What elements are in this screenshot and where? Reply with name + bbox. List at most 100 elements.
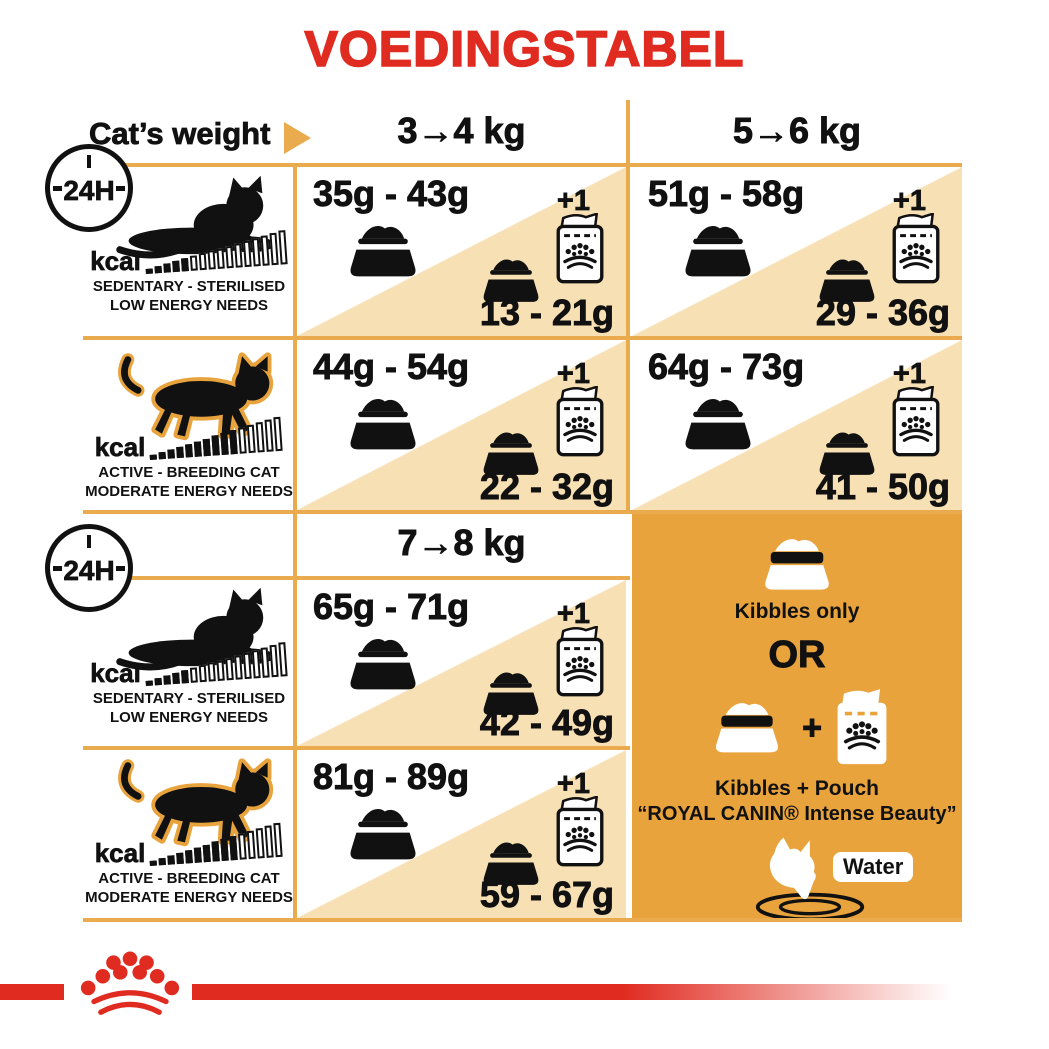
kcal-bar: [158, 451, 167, 460]
profile-caption: SEDENTARY - STERILISED LOW ENERGY NEEDS: [83, 690, 295, 728]
kcal-label: kcal: [94, 432, 146, 462]
kcal-bar: [247, 830, 257, 860]
water-reminder: Water: [657, 830, 937, 922]
grid-line-v1: [293, 163, 297, 922]
profile-line2: MODERATE ENERGY NEEDS: [85, 888, 293, 906]
kcal-bar: [194, 441, 203, 457]
kcal-meter: kcal: [83, 230, 295, 276]
drinking-cat-icon: [761, 828, 827, 912]
bowl-icon-white: [704, 702, 790, 755]
mixed-amount: 59 - 67g: [479, 874, 614, 916]
kcal-bar: [189, 255, 198, 271]
kcal-bar: [185, 850, 194, 864]
kcal-bar: [211, 435, 221, 456]
kcal-meter: kcal: [83, 416, 295, 462]
kcal-bar: [255, 828, 266, 859]
clock-dash-left: [53, 565, 63, 571]
profile-active: kcal ACTIVE - BREEDING CAT MODERATE ENER…: [83, 752, 295, 908]
kcal-bar: [189, 667, 198, 683]
kibbles-amount: 81g - 89g: [313, 756, 470, 798]
grid-line-v2: [626, 100, 630, 514]
profile-sedentary: kcal SEDENTARY - STERILISED LOW ENERGY N…: [83, 172, 295, 316]
pouch-icon: [554, 796, 606, 868]
kcal-bar: [185, 444, 194, 458]
kcal-bar: [167, 449, 176, 459]
mixed-amount: 13 - 21g: [479, 292, 614, 334]
kcal-bar: [149, 860, 158, 866]
kcal-bar: [149, 454, 158, 460]
kcal-bar: [260, 235, 270, 266]
cats-weight-label: Cat’s weight: [89, 116, 271, 152]
grid-line-h3: [83, 510, 962, 514]
pouch-icon: [890, 386, 942, 458]
clock-tick: [87, 155, 91, 168]
kcal-bar: [211, 841, 221, 862]
24h-clock-icon: 24H: [45, 144, 133, 232]
royal-canin-crown-logo: [76, 950, 184, 1020]
kcal-bar: [145, 268, 153, 274]
kcal-bar: [264, 419, 274, 452]
kcal-bar: [216, 248, 225, 269]
kcal-bar: [202, 438, 212, 457]
bowl-icon: [672, 396, 764, 453]
feeding-options-panel: Kibbles only OR + Kibbles + Pouch “ROYAL…: [632, 514, 962, 922]
profile-line1: ACTIVE - BREEDING CAT: [98, 464, 280, 481]
kibbles-plus-pouch-icons: +: [704, 689, 890, 767]
pouch-icon: [890, 213, 942, 285]
plus-one-label: +1: [892, 358, 927, 391]
kcal-bar: [238, 833, 248, 860]
kcal-bar: [225, 245, 234, 269]
cell-active-3-4kg: 44g - 54g +1 22 - 32g: [297, 340, 626, 510]
24h-clock-icon: 24H: [45, 524, 133, 612]
kcal-bar: [180, 670, 189, 684]
kcal-bar: [220, 838, 230, 861]
kcal-bar: [251, 238, 261, 267]
bowl-plus-pouch-icon: [472, 386, 610, 478]
page-title: VOEDINGSTABEL: [304, 20, 745, 78]
kcal-bar: [198, 252, 207, 271]
kcal-bar: [163, 263, 171, 273]
or-label: OR: [768, 634, 826, 677]
bowl-icon: [337, 396, 429, 453]
plus-one-label: +1: [556, 598, 591, 631]
profile-line1: SEDENTARY - STERILISED: [92, 278, 286, 295]
kcal-meter: kcal: [83, 822, 295, 868]
kcal-bar: [264, 825, 274, 858]
bowl-icon: [337, 223, 429, 280]
kcal-bar: [176, 446, 185, 459]
kcal-bar: [238, 427, 248, 454]
kibbles-pouch-label: Kibbles + Pouch: [715, 777, 879, 801]
clock-dash-left: [53, 185, 63, 191]
kcal-bar: [171, 672, 180, 685]
kcal-label: kcal: [90, 246, 141, 276]
bowl-icon: [672, 223, 764, 280]
kcal-bar: [247, 424, 257, 454]
kcal-bar: [194, 847, 203, 863]
kcal-label: kcal: [94, 838, 146, 868]
profile-caption: ACTIVE - BREEDING CAT MODERATE ENERGY NE…: [83, 870, 295, 908]
weight-header-5-6kg: 5→6 kg: [732, 110, 862, 152]
kibbles-amount: 65g - 71g: [313, 586, 470, 628]
pouch-icon-white: [834, 689, 890, 767]
pouch-product-name: “ROYAL CANIN® Intense Beauty”: [637, 803, 957, 826]
kcal-bar: [145, 680, 153, 686]
kcal-bar: [154, 677, 162, 686]
bowl-icon-white: [750, 538, 844, 592]
water-label: Water: [833, 852, 914, 883]
mixed-amount: 42 - 49g: [479, 702, 614, 744]
kcal-bar: [269, 232, 279, 266]
profile-line2: LOW ENERGY NEEDS: [109, 708, 269, 726]
plus-one-label: +1: [892, 185, 927, 218]
clock-dash-right: [115, 565, 125, 571]
kcal-bar: [163, 675, 171, 685]
pouch-icon: [554, 626, 606, 698]
kcal-bar: [198, 664, 207, 683]
bowl-icon: [337, 636, 429, 693]
weight-header-7-8kg: 7→8 kg: [397, 522, 526, 564]
bowl-plus-pouch-icon: [808, 386, 946, 478]
kcal-bar: [251, 650, 261, 679]
kcal-bar: [260, 647, 270, 678]
profile-line1: ACTIVE - BREEDING CAT: [98, 870, 280, 887]
kcal-bar: [242, 240, 252, 268]
